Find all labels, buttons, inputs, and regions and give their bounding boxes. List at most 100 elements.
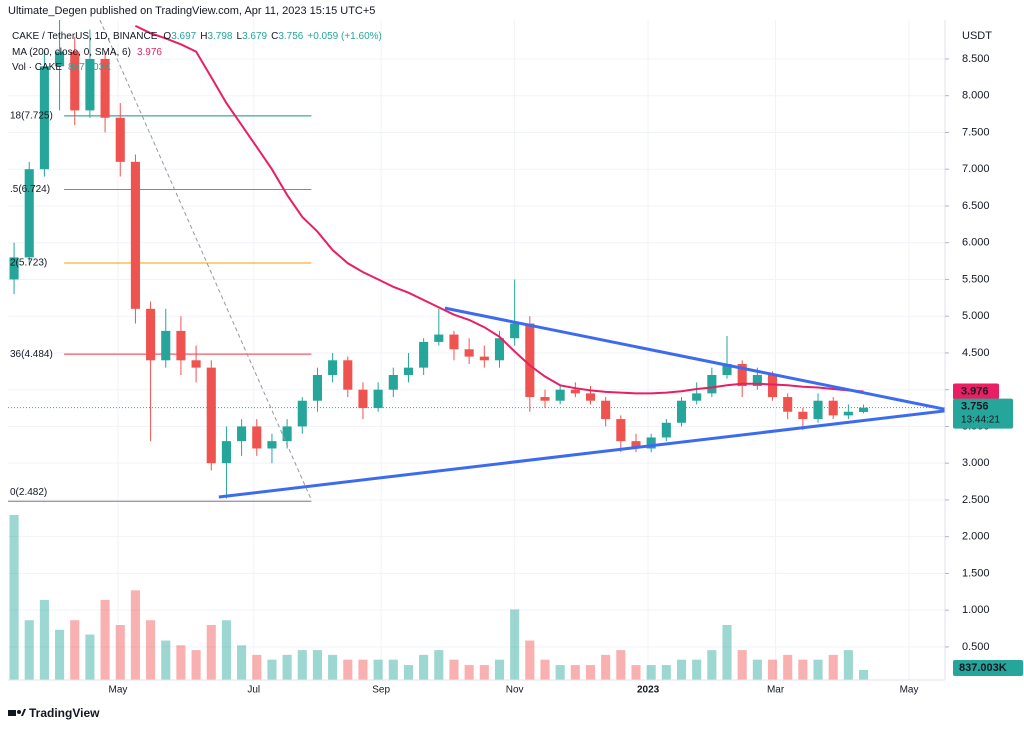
volume-bar	[631, 665, 641, 680]
candle-body	[176, 330, 186, 361]
volume-bar	[585, 665, 596, 680]
volume-bar	[373, 659, 383, 680]
candle-body	[115, 117, 125, 162]
x-tick-label: Sep	[372, 685, 390, 696]
candle-body	[767, 374, 778, 398]
volume-bar	[540, 659, 550, 680]
volume-bar	[767, 659, 778, 680]
candle-body	[601, 400, 611, 420]
volume-bar	[267, 659, 277, 680]
candle-body	[388, 374, 398, 390]
y-tick-label: 1.000	[962, 604, 990, 616]
candle-body	[358, 389, 368, 409]
y-tick-label: 8.500	[962, 53, 990, 65]
candle-body	[191, 360, 201, 368]
volume-bar	[722, 625, 732, 680]
volume-bar	[434, 650, 444, 680]
volume-bar	[24, 620, 34, 680]
candle-body	[661, 422, 671, 438]
volume-bar	[479, 665, 489, 680]
legend-symbol: CAKE / TetherUS, 1D, BINANCE O3.697 H3.798…	[12, 31, 382, 42]
volume-bar	[221, 620, 231, 680]
candle-body	[555, 389, 565, 401]
candle-body	[130, 161, 140, 309]
trendline	[444, 306, 945, 411]
volume-bar	[707, 650, 717, 680]
volume-bar	[237, 645, 247, 680]
candle-body	[403, 367, 414, 375]
footer-logo: TradingView	[8, 706, 100, 720]
volume-bar	[449, 659, 459, 680]
legend-ohlc-value: 3.756	[278, 31, 303, 42]
y-tick-label: 3.000	[962, 457, 990, 469]
last-price-label: 3.756	[961, 401, 989, 413]
candle-body	[237, 426, 247, 442]
candle-body	[282, 426, 292, 442]
volume-bar	[176, 645, 186, 680]
candle-body	[631, 441, 641, 449]
candle-body	[85, 58, 95, 111]
volume-bar	[9, 515, 19, 680]
volume-bar	[100, 599, 110, 680]
volume-bar	[85, 634, 95, 680]
fib-label: 0(2.482)	[10, 487, 47, 498]
volume-bar	[601, 654, 611, 680]
candle-body	[692, 393, 702, 401]
candle-body	[24, 169, 34, 258]
volume-bar	[752, 659, 762, 680]
x-tick-label: May	[900, 685, 919, 696]
fib-label: .5(6.724)	[10, 184, 50, 195]
candle-body	[434, 334, 444, 342]
legend-ohlc-key: H	[200, 31, 207, 42]
volume-bar	[403, 665, 414, 680]
legend-volume: Vol · CAKE 837.003K	[12, 62, 111, 73]
volume-bar	[555, 665, 565, 680]
volume-bar	[510, 609, 520, 680]
candle-body	[783, 397, 793, 412]
volume-last-label: 837.003K	[959, 662, 1007, 674]
volume-bar	[191, 650, 201, 680]
volume-bar	[252, 654, 262, 680]
legend-volume-value: 837.003K	[68, 62, 111, 73]
trendline	[99, 20, 312, 501]
candle-body	[464, 349, 474, 357]
volume-bar	[328, 654, 338, 680]
volume-bar	[858, 669, 869, 680]
candle-body	[510, 323, 520, 339]
legend-ohlc-key: O	[163, 31, 171, 42]
volume-bar	[388, 659, 398, 680]
y-tick-label: 6.000	[962, 237, 990, 249]
volume-bar	[282, 654, 292, 680]
logo-shape	[17, 710, 21, 714]
volume-bar	[616, 650, 626, 680]
volume-bar	[494, 659, 505, 680]
candle-body	[267, 441, 277, 449]
volume-box	[953, 660, 1023, 676]
volume-bar	[343, 659, 353, 680]
x-tick-label: Mar	[767, 685, 785, 696]
volume-bar	[843, 650, 853, 680]
ma-line	[134, 24, 864, 395]
ma-price-label: 3.976	[961, 385, 989, 397]
y-tick-label: 7.000	[962, 163, 990, 175]
volume-bar	[661, 665, 671, 680]
candle-body	[722, 363, 732, 375]
legend-ma: MA (200, close, 0, SMA, 6) 3.976	[12, 47, 162, 58]
candle-body	[343, 360, 353, 390]
legend-ohlc-key: C	[271, 31, 278, 42]
candle-body	[161, 330, 171, 361]
candle-body	[55, 51, 65, 67]
trendline	[218, 409, 945, 499]
candle-body	[616, 419, 626, 442]
candle-body	[479, 356, 489, 361]
currency-label: USDT	[962, 30, 992, 42]
y-tick-label: 5.500	[962, 273, 990, 285]
y-tick-label: 4.500	[962, 347, 990, 359]
candle-body	[494, 338, 505, 361]
candle-body	[252, 426, 262, 449]
volume-bar	[419, 654, 429, 680]
candle-body	[676, 400, 687, 423]
last-price-box	[953, 398, 1013, 429]
